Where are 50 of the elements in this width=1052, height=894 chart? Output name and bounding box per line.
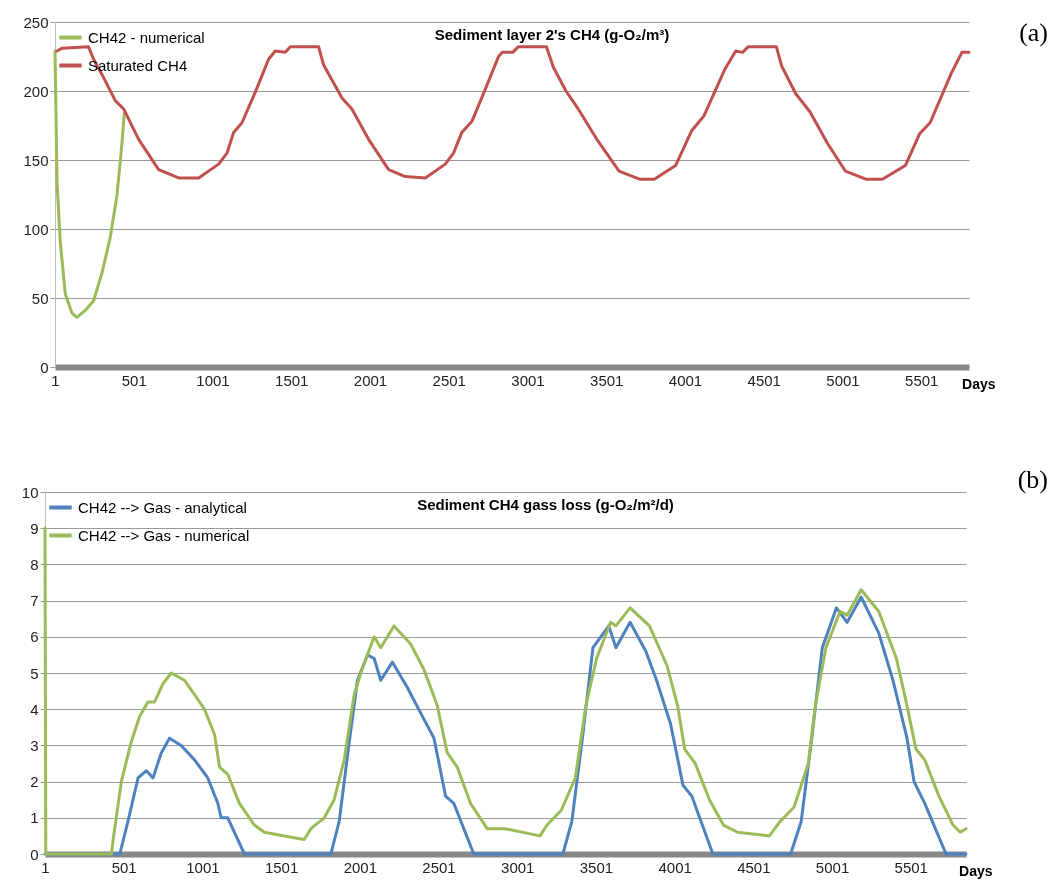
y-tick-label: 3 [30, 736, 39, 754]
y-tick-label: 200 [23, 82, 49, 100]
y-tick-label: 8 [30, 555, 39, 573]
x-tick-label: 4501 [737, 858, 771, 876]
x-axis-title: Days [962, 375, 996, 392]
text: (b) [1017, 465, 1048, 495]
x-tick-label: 1 [51, 371, 60, 389]
x-tick-label: 3001 [511, 371, 545, 389]
x-tick-label: 4001 [658, 858, 692, 876]
x-tick-label: 5001 [815, 858, 850, 876]
x-tick-label: 5501 [905, 371, 939, 389]
y-tick-label: 0 [40, 358, 49, 376]
x-tick-label: 1501 [264, 858, 299, 876]
y-tick-label: 50 [31, 289, 49, 307]
y-tick-label: 9 [30, 519, 39, 537]
x-tick-label: 4001 [668, 371, 703, 389]
x-tick-label: 1001 [186, 858, 220, 876]
y-tick-label: 0 [30, 845, 39, 863]
x-tick-label: 1501 [275, 371, 309, 389]
y-tick-label: 250 [23, 13, 49, 31]
chart-title: Sediment layer 2's CH4 (g-O₂/m³) [434, 26, 670, 43]
x-tick-label: 3501 [579, 858, 614, 876]
y-tick-label: 1 [30, 809, 39, 827]
y-tick-label: 100 [23, 220, 49, 238]
x-tick-label: 2501 [422, 858, 456, 876]
x-tick-label: 501 [121, 371, 147, 389]
x-tick-label: 501 [111, 858, 137, 876]
x-tick-label: 2001 [353, 371, 388, 389]
line-series [43, 526, 968, 856]
x-tick-label: 1001 [196, 371, 230, 389]
text: (a) [1019, 18, 1048, 48]
x-tick-label: 5001 [826, 371, 860, 389]
chart-title: Sediment CH4 gass loss (g-O₂/m²/d) [417, 496, 674, 513]
y-tick-label: 6 [30, 628, 39, 646]
y-tick-label: 2 [30, 773, 39, 791]
legend-label: CH42 - numerical [88, 28, 205, 46]
x-tick-label: 3501 [590, 371, 624, 389]
x-axis-title: Days [959, 862, 993, 879]
y-tick-label: 4 [30, 700, 39, 718]
y-tick-label: 10 [21, 483, 39, 501]
x-tick-label: 4501 [747, 371, 781, 389]
x-tick-label: 2501 [432, 371, 466, 389]
y-tick-label: 7 [30, 592, 39, 610]
x-tick-label: 3001 [501, 858, 535, 876]
x-tick-label: 2001 [343, 858, 378, 876]
legend-label: CH42 --> Gas - analytical [78, 498, 247, 516]
legend-label: CH42 --> Gas - numerical [78, 526, 250, 544]
y-tick-label: 5 [30, 664, 39, 682]
y-tick-label: 150 [23, 151, 49, 169]
x-tick-label: 5501 [894, 858, 928, 876]
